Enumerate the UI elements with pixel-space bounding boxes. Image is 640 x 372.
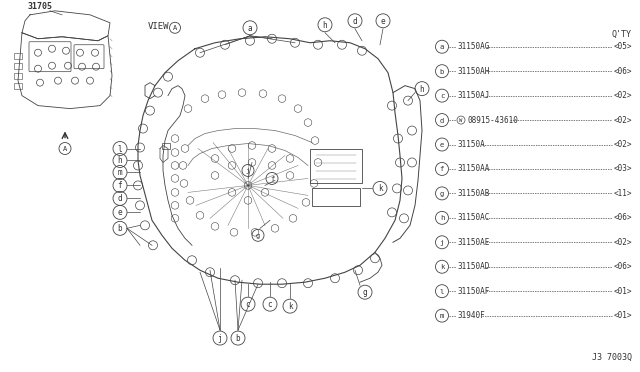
Text: VIEW: VIEW	[148, 22, 170, 31]
Text: b: b	[118, 224, 122, 233]
Text: j: j	[246, 168, 250, 174]
Text: 31150AA: 31150AA	[457, 164, 490, 173]
Text: f: f	[440, 166, 444, 173]
Text: A: A	[173, 25, 177, 31]
Text: <02>: <02>	[614, 91, 632, 100]
Text: 31150AB: 31150AB	[457, 189, 490, 198]
Bar	[14, 83, 22, 89]
Text: 08915-43610: 08915-43610	[467, 116, 518, 125]
Text: g: g	[440, 191, 444, 197]
Text: b: b	[440, 69, 444, 75]
Text: h: h	[420, 85, 424, 94]
Text: 31150AH: 31150AH	[457, 67, 490, 76]
Text: 31150AD: 31150AD	[457, 262, 490, 271]
Text: <03>: <03>	[614, 164, 632, 173]
Text: J3 7003Q: J3 7003Q	[592, 353, 632, 362]
Text: <02>: <02>	[614, 238, 632, 247]
Text: 31150AG: 31150AG	[457, 42, 490, 51]
Text: e: e	[381, 17, 385, 26]
Text: j: j	[440, 240, 444, 246]
Text: 31150AJ: 31150AJ	[457, 91, 490, 100]
Text: A: A	[63, 146, 67, 152]
Text: <11>: <11>	[614, 189, 632, 198]
Text: m: m	[440, 313, 444, 319]
Bar	[14, 63, 22, 69]
Text: k: k	[378, 185, 382, 193]
Text: <02>: <02>	[614, 140, 632, 149]
Text: 31150AC: 31150AC	[457, 214, 490, 222]
Text: g: g	[363, 288, 367, 297]
Text: l: l	[440, 289, 444, 295]
Text: <06>: <06>	[614, 262, 632, 271]
Text: <01>: <01>	[614, 287, 632, 296]
Text: 31705: 31705	[28, 2, 53, 11]
Text: d: d	[118, 195, 122, 203]
Text: d: d	[440, 118, 444, 124]
Text: <05>: <05>	[614, 42, 632, 51]
Text: g: g	[256, 233, 260, 239]
Text: k: k	[440, 264, 444, 270]
Text: h: h	[440, 215, 444, 221]
Text: e: e	[118, 208, 122, 217]
Bar	[14, 73, 22, 78]
Text: 31150AE: 31150AE	[457, 238, 490, 247]
Text: f: f	[118, 182, 122, 190]
Text: c: c	[246, 300, 250, 309]
Bar	[14, 53, 22, 59]
Text: f: f	[270, 176, 274, 182]
Text: W: W	[460, 118, 463, 123]
Text: d: d	[353, 17, 357, 26]
Text: 31940F: 31940F	[457, 311, 484, 320]
Text: h: h	[118, 157, 122, 166]
Text: k: k	[288, 302, 292, 311]
Text: <06>: <06>	[614, 214, 632, 222]
Text: 31150A: 31150A	[457, 140, 484, 149]
Text: <02>: <02>	[614, 116, 632, 125]
Bar	[162, 142, 170, 148]
Bar	[312, 188, 360, 206]
Text: <06>: <06>	[614, 67, 632, 76]
Text: Q'TY: Q'TY	[612, 30, 632, 39]
Text: a: a	[440, 44, 444, 50]
Bar	[310, 148, 362, 183]
Text: c: c	[268, 300, 272, 309]
Text: <01>: <01>	[614, 311, 632, 320]
Text: m: m	[118, 169, 122, 177]
Text: h: h	[323, 21, 327, 30]
Text: j: j	[218, 334, 222, 343]
Text: a: a	[248, 24, 252, 33]
Text: e: e	[440, 142, 444, 148]
Text: 31150AF: 31150AF	[457, 287, 490, 296]
Text: l: l	[118, 144, 122, 154]
Text: c: c	[440, 93, 444, 99]
Text: b: b	[236, 334, 240, 343]
